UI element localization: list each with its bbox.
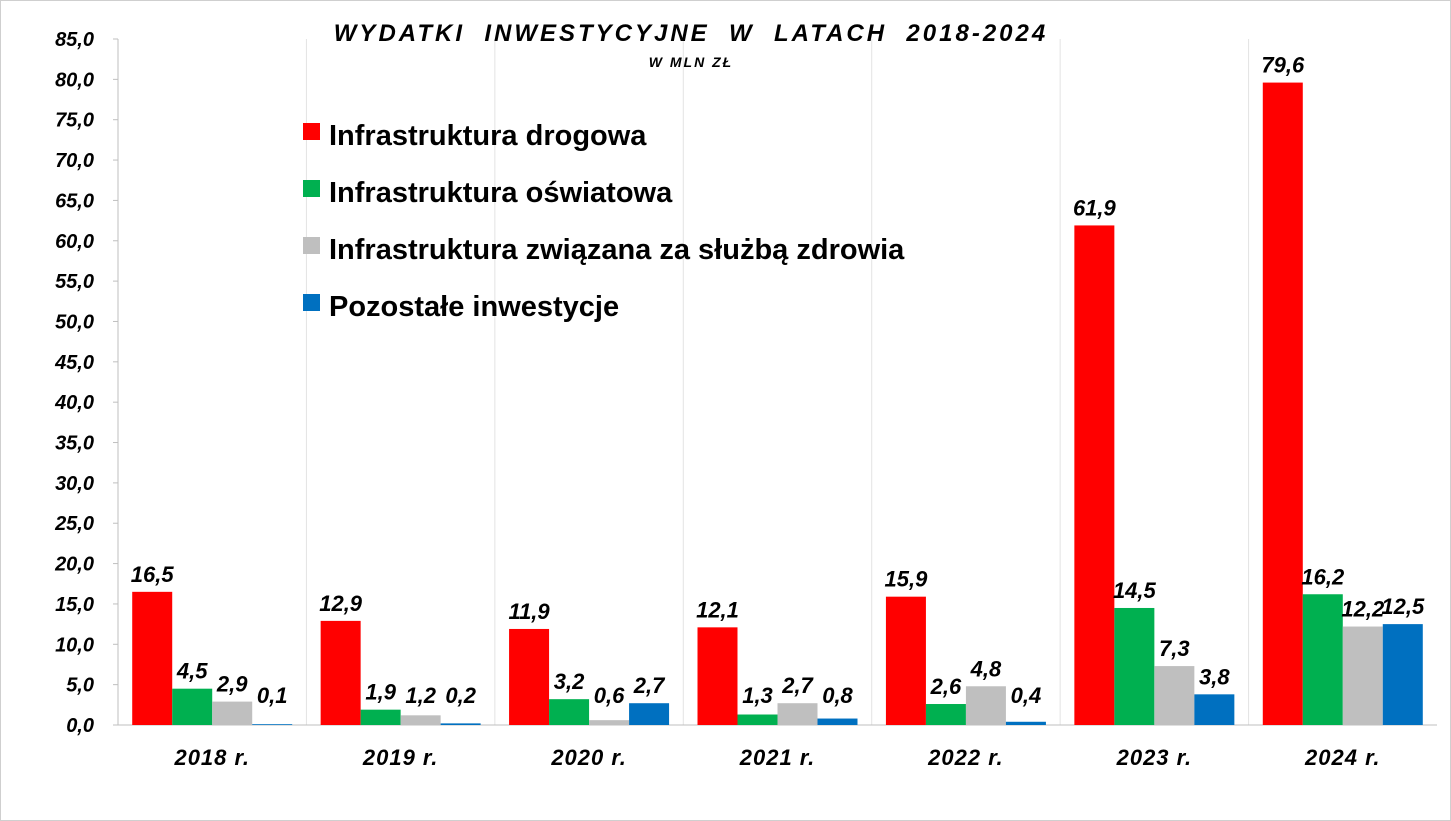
- bar: [925, 704, 966, 725]
- category-label: 2018 r.: [173, 745, 250, 770]
- legend-swatch: [303, 294, 320, 311]
- data-label: 12,2: [1341, 597, 1385, 622]
- data-label: 3,2: [554, 669, 585, 694]
- bar: [1154, 666, 1195, 725]
- bar: [1194, 694, 1235, 725]
- bar: [697, 627, 738, 725]
- bar: [549, 699, 590, 725]
- chart-subtitle: W MLN ZŁ: [649, 54, 733, 70]
- data-label: 79,6: [1261, 53, 1305, 78]
- data-label: 3,8: [1199, 664, 1230, 689]
- bar: [1005, 721, 1046, 725]
- y-tick-label: 0,0: [66, 715, 94, 737]
- bar: [1302, 594, 1343, 725]
- bar: [172, 688, 213, 725]
- y-tick-label: 75,0: [55, 110, 94, 132]
- data-label: 0,1: [257, 683, 288, 708]
- y-tick-label: 70,0: [55, 150, 94, 172]
- category-label: 2022 r.: [927, 745, 1004, 770]
- y-tick-label: 55,0: [55, 271, 94, 293]
- y-tick-label: 45,0: [54, 352, 94, 374]
- y-tick-label: 25,0: [54, 513, 94, 535]
- data-label: 4,8: [970, 656, 1002, 681]
- bar: [212, 701, 253, 725]
- legend-swatch: [303, 180, 320, 197]
- legend: Infrastruktura drogowa Infrastruktura ośw…: [303, 120, 905, 323]
- y-tick-label: 5,0: [66, 675, 94, 697]
- bar: [965, 686, 1006, 725]
- data-label: 15,9: [885, 567, 929, 592]
- data-label: 12,5: [1381, 594, 1425, 619]
- data-label: 14,5: [1113, 578, 1157, 603]
- bar: [1382, 624, 1423, 725]
- y-tick-label: 60,0: [55, 231, 94, 253]
- data-label: 7,3: [1159, 636, 1190, 661]
- chart-title: WYDATKI INWESTYCYJNE W LATACH 2018-2024: [334, 20, 1048, 47]
- legend-label: Infrastruktura drogowa: [329, 120, 647, 152]
- bar: [1342, 626, 1383, 725]
- data-label: 12,1: [696, 597, 739, 622]
- data-label: 2,9: [216, 672, 248, 697]
- category-label: 2024 r.: [1304, 745, 1381, 770]
- data-label: 2,7: [633, 673, 666, 698]
- data-label: 1,2: [405, 683, 436, 708]
- legend-swatch: [303, 123, 320, 140]
- data-label: 2,6: [930, 674, 962, 699]
- y-tick-label: 35,0: [55, 433, 94, 455]
- bar: [737, 714, 778, 725]
- y-axis: 0,0 5,0 10,0 15,0 20,0 25,0 30,0 35,0 40,0 45,0 50…: [54, 29, 1437, 737]
- category-label: 2020 r.: [550, 745, 627, 770]
- bars: [132, 82, 1423, 725]
- bar: [252, 724, 293, 725]
- y-tick-label: 30,0: [55, 473, 94, 495]
- bar: [885, 596, 926, 725]
- bar: [509, 628, 550, 725]
- y-tick-label: 10,0: [55, 634, 94, 656]
- data-label: 12,9: [319, 591, 363, 616]
- bar: [400, 715, 441, 725]
- y-tick-label: 85,0: [55, 29, 94, 51]
- data-label: 0,8: [822, 683, 853, 708]
- data-labels: 16,5 4,5 2,9 0,1 12,9 1,9 1,2 0,2 11,9 3,2 0,6 2,7 1…: [131, 53, 1425, 708]
- bar: [589, 720, 630, 725]
- category-label: 2019 r.: [362, 745, 439, 770]
- bar: [1114, 607, 1155, 725]
- data-label: 0,6: [594, 683, 625, 708]
- y-tick-label: 15,0: [55, 594, 94, 616]
- data-label: 16,2: [1301, 564, 1345, 589]
- bar: [132, 591, 173, 725]
- y-tick-label: 40,0: [54, 392, 94, 414]
- bar: [1074, 225, 1115, 725]
- legend-label: Pozostałe inwestycje: [329, 291, 619, 323]
- category-label: 2021 r.: [739, 745, 816, 770]
- bar: [360, 709, 401, 725]
- data-label: 11,9: [508, 599, 550, 624]
- data-label: 0,4: [1011, 683, 1042, 708]
- y-tick-label: 50,0: [55, 311, 94, 333]
- data-label: 0,2: [445, 683, 476, 708]
- bar: [320, 620, 361, 725]
- bar: [440, 723, 481, 725]
- y-tick-label: 65,0: [55, 190, 94, 212]
- legend-label: Infrastruktura związana za służbą zdrowi…: [329, 234, 905, 266]
- data-label: 16,5: [131, 562, 175, 587]
- x-axis: 2018 r. 2019 r. 2020 r. 2021 r. 2022 r. 2023 …: [173, 745, 1381, 770]
- category-label: 2023 r.: [1116, 745, 1193, 770]
- legend-label: Infrastruktura oświatowa: [329, 177, 673, 209]
- data-label: 1,3: [742, 683, 773, 708]
- y-tick-label: 80,0: [55, 69, 94, 91]
- bar: [1262, 82, 1303, 725]
- bar: [629, 703, 670, 725]
- y-tick-label: 20,0: [54, 554, 94, 576]
- bar: [817, 718, 858, 725]
- data-label: 4,5: [176, 659, 208, 684]
- bar: [777, 703, 818, 725]
- data-label: 2,7: [781, 673, 814, 698]
- grid-lines: [305, 39, 1250, 725]
- legend-swatch: [303, 237, 320, 254]
- data-label: 1,9: [365, 680, 396, 705]
- data-label: 61,9: [1073, 195, 1117, 220]
